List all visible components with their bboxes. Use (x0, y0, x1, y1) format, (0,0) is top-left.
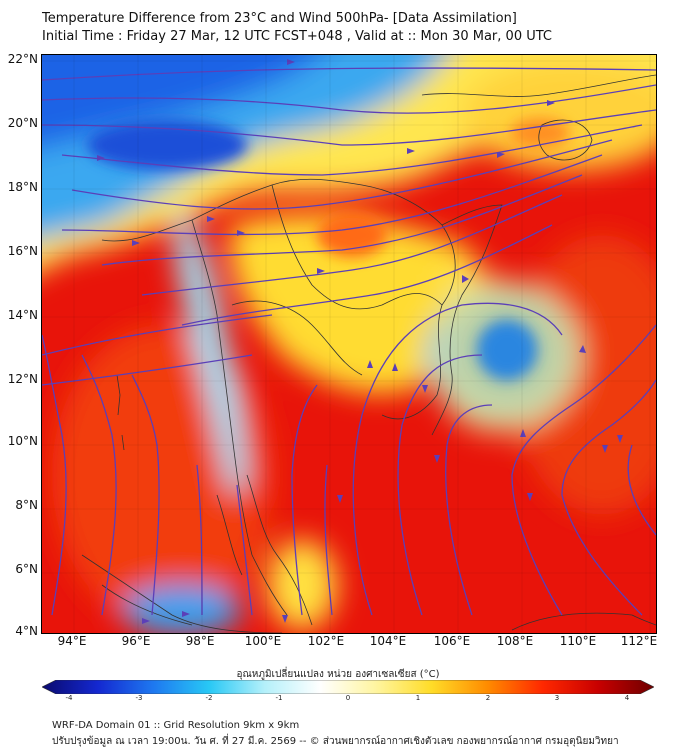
lat-label-20n: 20°N (7, 116, 38, 130)
lat-label-16n: 16°N (7, 244, 38, 258)
lon-label-96e: 96°E (121, 634, 151, 648)
lat-label-12n: 12°N (7, 372, 38, 386)
wind-streamlines (42, 67, 656, 616)
temperature-field (42, 55, 656, 633)
colorbar-tick: -3 (135, 694, 143, 702)
colorbar-tick: 1 (415, 694, 421, 702)
update-credit: ปรับปรุงข้อมูล ณ เวลา 19:00น. วัน ศ. ที่… (52, 736, 619, 747)
chart-subtitle: Initial Time : Friday 27 Mar, 12 UTC FCS… (42, 29, 552, 44)
lon-label-98e: 98°E (185, 634, 215, 648)
colorbar-tick: 0 (345, 694, 351, 702)
colorbar-tick: -4 (65, 694, 73, 702)
colorbar (42, 680, 654, 694)
colorbar-tick: 3 (554, 694, 560, 702)
colorbar-tick: -1 (275, 694, 283, 702)
lat-label-14n: 14°N (7, 308, 38, 322)
lon-label-102e: 102°E (307, 634, 345, 648)
gridlines (42, 55, 656, 633)
lon-label-108e: 108°E (496, 634, 534, 648)
colorbar-tick: 4 (624, 694, 630, 702)
lat-label-6n: 6°N (15, 562, 38, 576)
colorbar-tick: -2 (205, 694, 213, 702)
lat-label-8n: 8°N (15, 498, 38, 512)
lon-label-112e: 112°E (620, 634, 658, 648)
colorbar-tick: 2 (485, 694, 491, 702)
model-info: WRF-DA Domain 01 :: Grid Resolution 9km … (52, 720, 300, 731)
lon-label-104e: 104°E (369, 634, 407, 648)
lon-label-106e: 106°E (433, 634, 471, 648)
lon-label-100e: 100°E (244, 634, 282, 648)
colorbar-title: อุณหภูมิเปลี่ยนแปลง หน่วย องศาเซลเซียส (… (236, 669, 440, 680)
country-borders (81, 74, 656, 633)
map-panel (41, 54, 657, 634)
lon-label-94e: 94°E (57, 634, 87, 648)
wind-arrows (97, 59, 623, 624)
lat-label-4n: 4°N (15, 624, 38, 638)
lon-label-110e: 110°E (559, 634, 597, 648)
lat-label-10n: 10°N (7, 434, 38, 448)
lat-label-22n: 22°N (7, 52, 38, 66)
chart-title: Temperature Difference from 23°C and Win… (42, 11, 517, 26)
lat-label-18n: 18°N (7, 180, 38, 194)
